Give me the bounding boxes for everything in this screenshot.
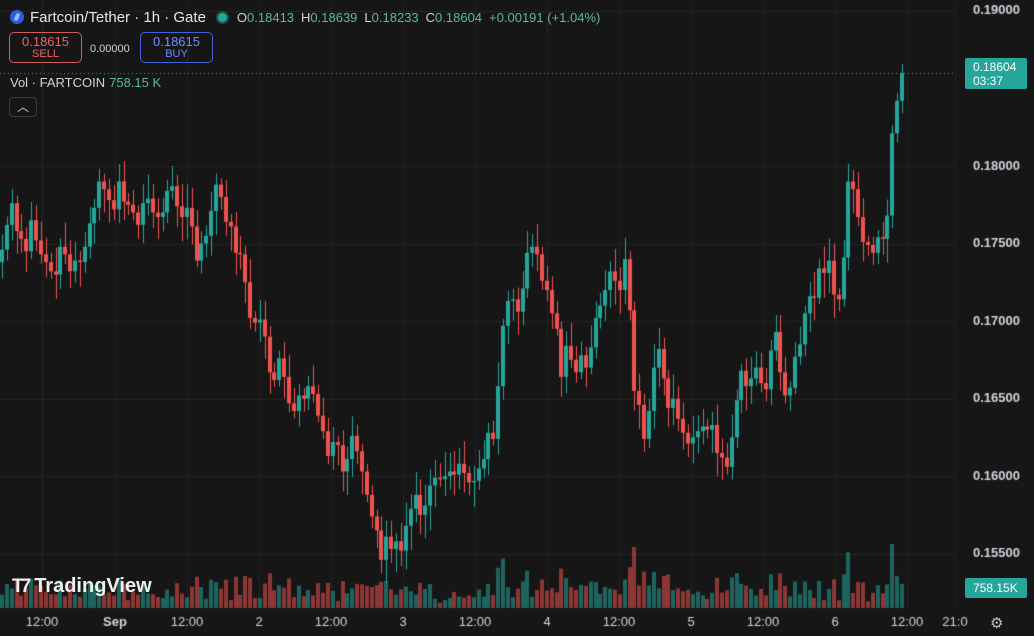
volume-legend-label: Vol · FARTCOIN <box>10 75 106 90</box>
volume-axis-label: 758.15K <box>965 578 1027 598</box>
ohlc-open: O0.18413 <box>236 9 295 25</box>
market-status-icon <box>217 12 227 22</box>
fartcoin-icon <box>10 10 24 24</box>
last-price-label: 0.18604 03:37 <box>965 58 1027 89</box>
tradingview-icon: T7 <box>12 575 31 597</box>
bar-countdown: 03:37 <box>973 74 1004 88</box>
spread-value: 0.00000 <box>90 43 130 55</box>
buy-price: 0.18615 <box>153 33 200 49</box>
volume-legend-value: 758.15 K <box>109 75 162 90</box>
last-price-value: 0.18604 <box>973 60 1017 74</box>
chevron-up-icon: ︿ <box>16 100 29 114</box>
ohlc-close: C0.18604 <box>425 9 483 25</box>
volume-legend[interactable]: Vol · FARTCOIN 758.15 K <box>10 75 161 90</box>
sell-button[interactable]: 0.18615 SELL <box>9 32 82 63</box>
logo-text: TradingView <box>34 575 152 597</box>
buy-label: BUY <box>165 47 188 60</box>
sell-label: SELL <box>32 47 59 60</box>
ohlc-low: L0.18233 <box>364 9 419 25</box>
ohlc-high: H0.18639 <box>301 9 358 25</box>
sell-price: 0.18615 <box>22 33 69 49</box>
price-change: +0.00191 (+1.04%) <box>489 9 601 25</box>
collapse-legend-button[interactable]: ︿ <box>9 97 37 117</box>
tradingview-logo[interactable]: T7 TradingView <box>12 575 152 598</box>
symbol-title[interactable]: Fartcoin/Tether · 1h · Gate <box>30 8 206 26</box>
settings-gear-icon[interactable]: ⚙ <box>990 615 1004 632</box>
symbol-header: Fartcoin/Tether · 1h · Gate O0.18413 H0.… <box>10 6 600 28</box>
ohlc-values: O0.18413 H0.18639 L0.18233 C0.18604 +0.0… <box>237 10 600 25</box>
buy-button[interactable]: 0.18615 BUY <box>140 32 213 63</box>
